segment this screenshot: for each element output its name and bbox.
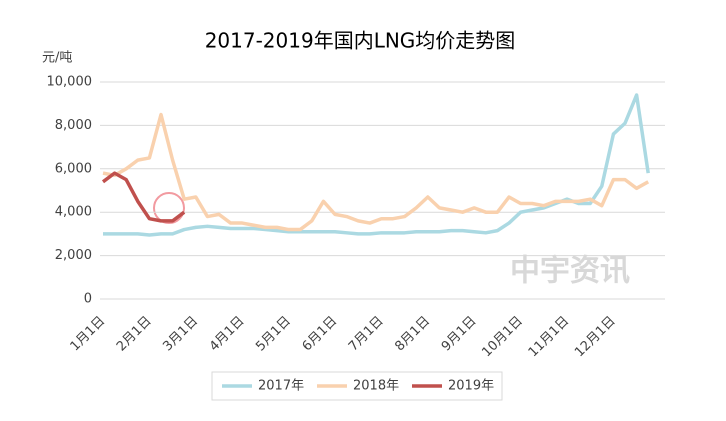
x-tick-label: 1月1日 bbox=[68, 314, 109, 355]
series-line bbox=[102, 112, 650, 232]
y-tick-label: 10,000 bbox=[47, 75, 93, 90]
x-tick-label: 10月1日 bbox=[479, 314, 526, 361]
y-tick-label: 0 bbox=[84, 292, 92, 307]
y-tick-label: 2,000 bbox=[55, 248, 92, 263]
x-tick-label: 9月1日 bbox=[439, 314, 480, 355]
x-tick-label: 5月1日 bbox=[253, 314, 294, 355]
highlight-circle bbox=[153, 192, 185, 224]
x-tick-label: 3月1日 bbox=[160, 314, 201, 355]
x-tick-label: 7月1日 bbox=[346, 314, 387, 355]
y-tick-label: 8,000 bbox=[55, 118, 92, 133]
x-tick-label: 11月1日 bbox=[526, 314, 573, 361]
series-line bbox=[103, 93, 650, 237]
x-tick-label: 2月1日 bbox=[114, 314, 155, 355]
legend-box bbox=[211, 371, 503, 401]
x-tick-label: 8月1日 bbox=[392, 314, 433, 355]
legend-label: 2019年 bbox=[448, 379, 494, 394]
y-tick-label: 4,000 bbox=[55, 205, 92, 220]
watermark: 中宇资讯 bbox=[510, 254, 630, 289]
x-tick-label: 12月1日 bbox=[572, 314, 619, 361]
legend-label: 2017年 bbox=[258, 379, 304, 394]
x-tick-label: 6月1日 bbox=[300, 314, 341, 355]
chart-title: 2017-2019年国内LNG均价走势图 bbox=[205, 29, 516, 53]
legend-label: 2018年 bbox=[353, 379, 399, 394]
x-tick-label: 4月1日 bbox=[207, 314, 248, 355]
y-tick-label: 6,000 bbox=[55, 161, 92, 176]
y-axis-label: 元/吨 bbox=[42, 51, 72, 66]
series-line bbox=[101, 171, 186, 223]
